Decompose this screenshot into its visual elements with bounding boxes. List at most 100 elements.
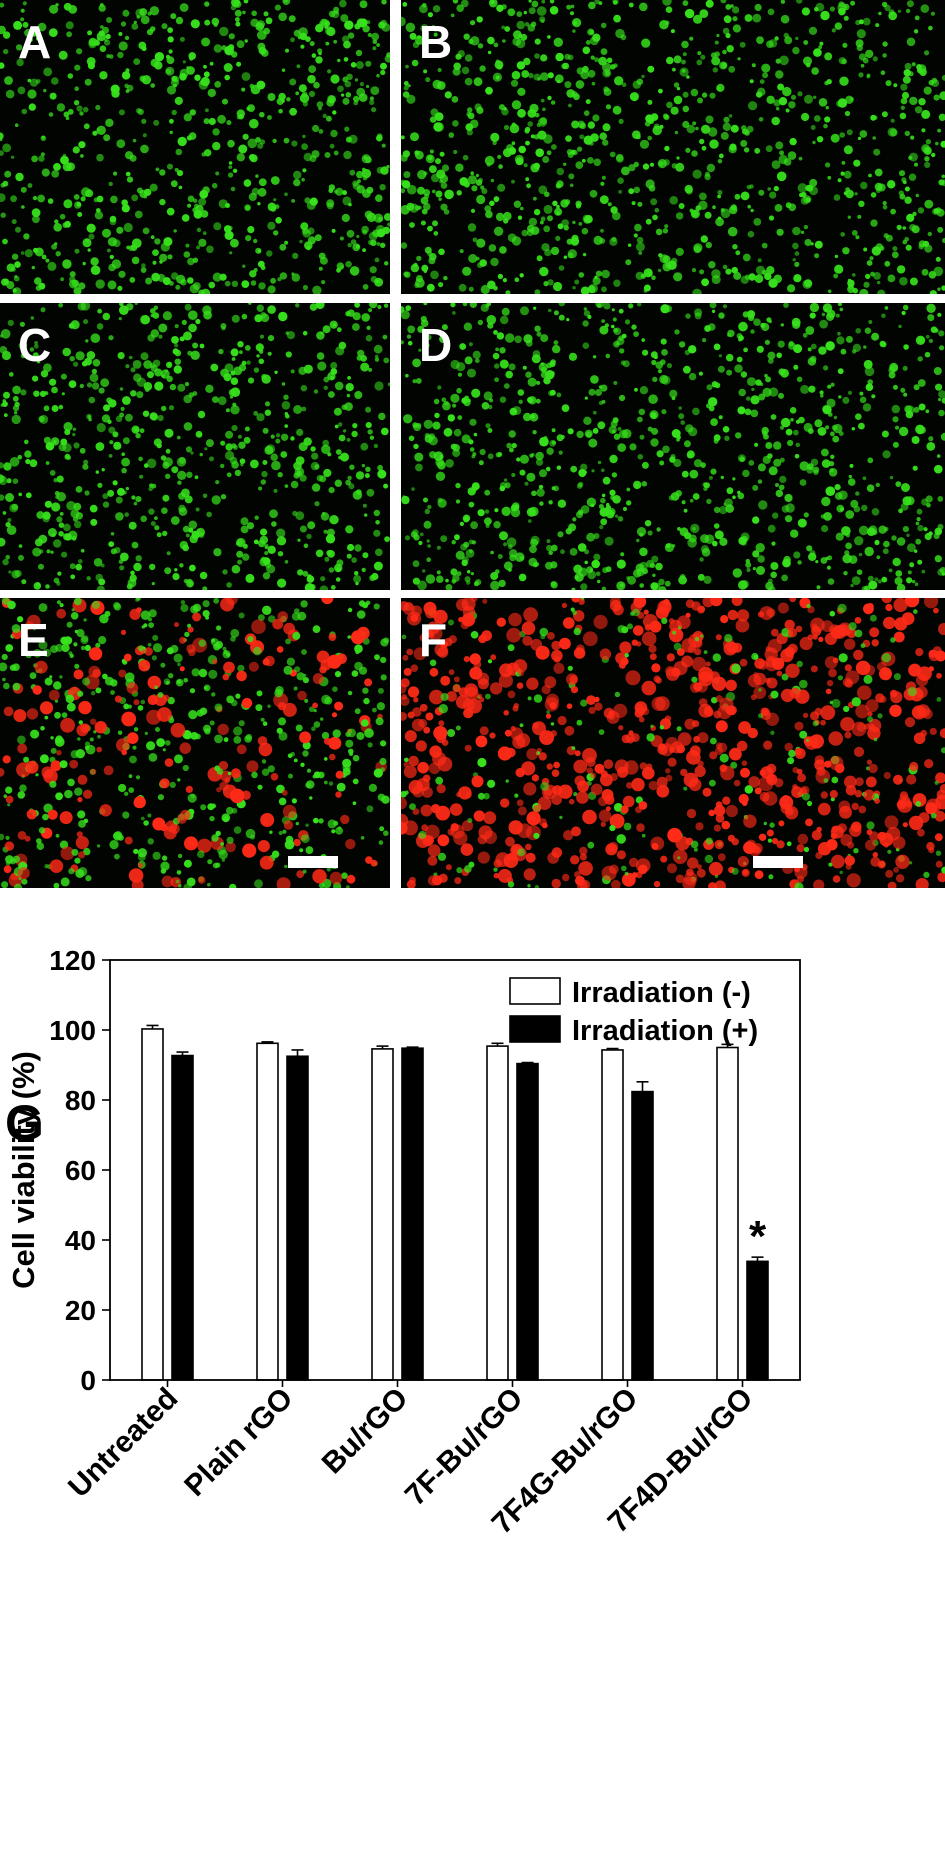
live-cell-dot xyxy=(362,568,366,572)
live-cell-dot xyxy=(594,57,599,62)
dead-cell-dot xyxy=(506,628,521,643)
live-cell-dot xyxy=(361,313,370,322)
live-cell-dot xyxy=(107,249,111,253)
live-cell-dot xyxy=(280,272,287,279)
live-cell-dot xyxy=(328,391,335,398)
live-cell-dot xyxy=(266,250,272,256)
live-cell-dot xyxy=(779,150,784,155)
live-cell-dot xyxy=(190,451,193,454)
live-cell-dot xyxy=(791,95,796,100)
live-cell-dot xyxy=(224,75,230,81)
live-cell-dot xyxy=(369,100,374,105)
live-cell-dot xyxy=(535,148,544,157)
live-cell-dot xyxy=(417,187,425,195)
live-cell-dot xyxy=(297,470,302,475)
live-cell-dot xyxy=(905,187,910,192)
dead-cell-dot xyxy=(815,755,825,765)
live-cell-dot xyxy=(92,382,99,389)
live-cell-dot xyxy=(32,215,40,223)
live-cell-dot xyxy=(761,323,769,331)
live-cell-dot xyxy=(307,769,311,773)
live-cell-dot xyxy=(151,329,159,337)
live-cell-dot xyxy=(288,774,293,779)
live-cell-dot xyxy=(294,30,301,37)
live-cell-dot xyxy=(122,71,130,79)
live-cell-dot xyxy=(839,77,848,86)
live-cell-dot xyxy=(693,493,700,500)
dead-cell-dot xyxy=(882,593,893,604)
live-cell-dot xyxy=(374,381,383,390)
live-cell-dot xyxy=(830,432,835,437)
live-cell-dot xyxy=(828,578,835,585)
dead-cell-dot xyxy=(845,664,852,671)
live-cell-dot xyxy=(96,442,105,451)
live-cell-dot xyxy=(478,320,483,325)
dead-cell-dot xyxy=(481,630,492,641)
live-cell-dot xyxy=(578,568,587,577)
live-cell-dot xyxy=(803,333,808,338)
live-cell-dot xyxy=(511,180,515,184)
live-cell-dot xyxy=(314,709,317,712)
live-cell-dot xyxy=(840,232,845,237)
live-cell-dot xyxy=(707,384,713,390)
live-cell-dot xyxy=(190,109,196,115)
live-cell-dot xyxy=(887,850,891,854)
live-cell-dot xyxy=(158,794,164,800)
live-cell-dot xyxy=(282,830,286,834)
dead-cell-dot xyxy=(546,694,559,707)
live-cell-dot xyxy=(537,77,540,80)
live-cell-dot xyxy=(117,52,123,58)
live-cell-dot xyxy=(58,531,64,537)
live-cell-dot xyxy=(400,791,407,798)
live-cell-dot xyxy=(352,323,360,331)
live-cell-dot xyxy=(813,96,816,99)
live-cell-dot xyxy=(436,575,444,583)
live-cell-dot xyxy=(372,708,377,713)
dead-cell-dot xyxy=(869,831,879,841)
live-cell-dot xyxy=(59,405,64,410)
dead-cell-dot xyxy=(868,764,877,773)
dead-cell-dot xyxy=(177,814,187,824)
live-cell-dot xyxy=(367,429,372,434)
live-cell-dot xyxy=(343,41,351,49)
live-cell-dot xyxy=(445,91,452,98)
live-cell-dot xyxy=(156,168,160,172)
dead-cell-dot xyxy=(894,617,907,630)
live-cell-dot xyxy=(937,454,941,458)
dead-cell-dot xyxy=(547,763,553,769)
live-cell-dot xyxy=(99,614,108,623)
dead-cell-dot xyxy=(878,860,886,868)
live-cell-dot xyxy=(2,678,6,682)
live-cell-dot xyxy=(214,44,222,52)
live-cell-dot xyxy=(474,77,483,86)
live-cell-dot xyxy=(416,275,423,282)
dead-cell-dot xyxy=(523,607,538,622)
live-cell-dot xyxy=(732,16,737,21)
live-cell-dot xyxy=(752,14,761,23)
live-cell-dot xyxy=(685,185,693,193)
live-cell-dot xyxy=(837,332,841,336)
live-cell-dot xyxy=(277,579,286,588)
live-cell-dot xyxy=(197,850,205,858)
live-cell-dot xyxy=(255,22,264,31)
live-cell-dot xyxy=(825,557,829,561)
live-cell-dot xyxy=(890,476,893,479)
live-cell-dot xyxy=(170,131,173,134)
dead-cell-dot xyxy=(668,758,677,767)
live-cell-dot xyxy=(529,7,536,14)
live-cell-dot xyxy=(852,349,856,353)
dead-cell-dot xyxy=(849,825,861,837)
live-cell-dot xyxy=(208,670,217,679)
dead-cell-dot xyxy=(885,815,899,829)
live-cell-dot xyxy=(21,579,26,584)
live-cell-dot xyxy=(408,341,413,346)
panel-label-a: A xyxy=(18,16,51,68)
live-cell-dot xyxy=(679,406,682,409)
live-cell-dot xyxy=(481,188,487,194)
live-cell-dot xyxy=(580,123,586,129)
live-cell-dot xyxy=(691,841,699,849)
live-cell-dot xyxy=(849,555,858,564)
live-cell-dot xyxy=(409,436,415,442)
live-cell-dot xyxy=(502,308,510,316)
live-cell-dot xyxy=(924,87,932,95)
